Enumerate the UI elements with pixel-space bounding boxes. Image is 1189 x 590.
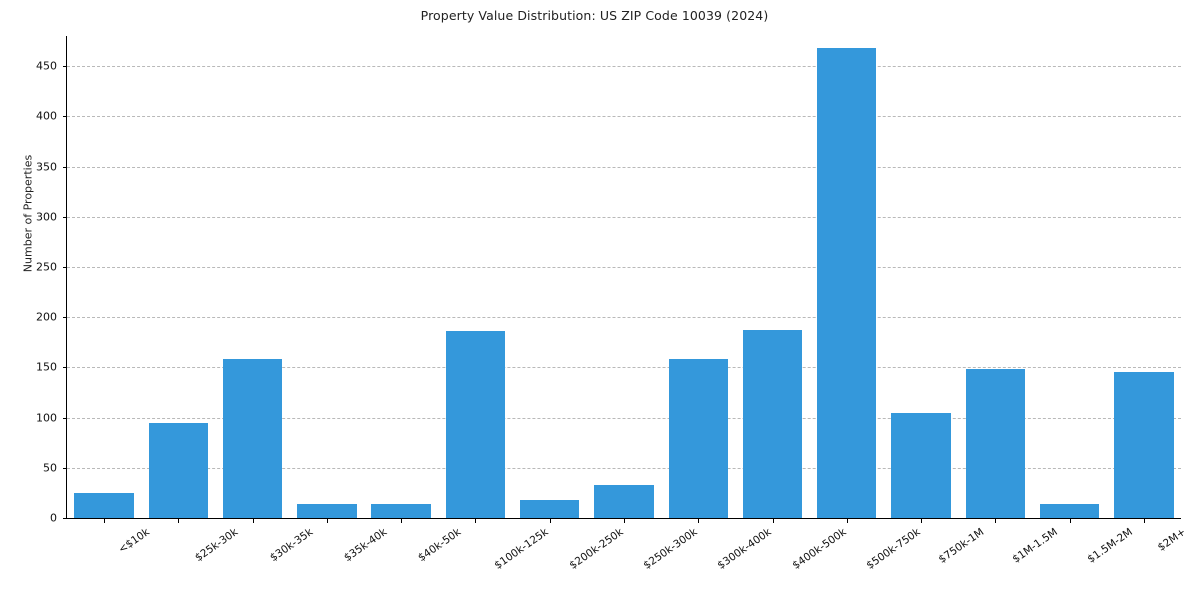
y-tick-mark [62, 367, 67, 369]
gridline [67, 216, 1181, 218]
x-tick-label: $750k-1M [936, 526, 987, 566]
bar[interactable] [297, 503, 357, 518]
y-tick-mark [62, 66, 67, 68]
x-tick-label: $25k-30k [193, 526, 241, 565]
y-tick-mark [62, 216, 67, 218]
x-tick-label: $2M+ [1155, 526, 1188, 554]
bar[interactable] [742, 330, 803, 518]
y-tick-label: 200 [36, 310, 57, 324]
gridline [67, 66, 1181, 68]
x-tick-label: $300k-400k [715, 526, 774, 572]
y-tick-label: 0 [50, 511, 57, 525]
x-tick-mark [1069, 518, 1071, 523]
y-tick-label: 300 [36, 210, 57, 224]
y-tick-mark [62, 518, 67, 519]
y-tick-mark [62, 116, 67, 118]
x-tick-label: $40k-50k [416, 526, 464, 565]
x-axis-line [66, 517, 1181, 519]
bar[interactable] [668, 359, 728, 518]
gridline [67, 166, 1181, 168]
x-tick-mark [772, 518, 774, 523]
y-tick-mark [62, 417, 67, 419]
bar[interactable] [148, 422, 209, 518]
bar[interactable] [445, 331, 506, 518]
y-tick-label: 350 [36, 160, 57, 174]
x-tick-label: $30k-35k [267, 526, 315, 565]
x-tick-label: $100k-125k [492, 526, 552, 572]
x-tick-label: $1M-1.5M [1010, 526, 1061, 566]
x-tick-mark [326, 518, 328, 523]
x-tick-label: $250k-300k [641, 526, 700, 572]
bar[interactable] [891, 412, 951, 518]
y-tick-label: 100 [36, 411, 57, 425]
gridline [67, 367, 1181, 369]
gridline [67, 417, 1181, 419]
bar[interactable] [520, 499, 580, 518]
x-tick-mark [178, 518, 180, 523]
x-tick-label: <$10k [116, 526, 152, 556]
x-tick-mark [104, 518, 106, 523]
x-tick-mark [252, 518, 254, 523]
x-tick-label: $400k-500k [789, 526, 849, 572]
bar[interactable] [1039, 503, 1100, 518]
y-tick-label: 150 [36, 360, 57, 374]
y-axis-line [66, 36, 68, 519]
bar[interactable] [1114, 372, 1174, 518]
x-tick-mark [921, 518, 923, 523]
x-tick-mark [624, 518, 625, 523]
bar[interactable] [965, 369, 1026, 518]
x-tick-label: $35k-40k [341, 526, 390, 565]
x-tick-label: $500k-750k [864, 526, 923, 572]
x-tick-label: $1.5M-2M [1084, 526, 1135, 566]
x-tick-mark [846, 518, 848, 523]
x-tick-mark [549, 518, 551, 523]
y-tick-mark [62, 166, 67, 168]
x-tick-mark [698, 518, 700, 523]
bar[interactable] [594, 484, 654, 518]
gridline [67, 467, 1181, 469]
x-tick-label: $200k-250k [567, 526, 626, 572]
bar[interactable] [371, 503, 431, 518]
plot-area: 0 50 100 150 200 250 300 350 400 450 <$10k $25k-30k… [36, 36, 1188, 572]
y-tick-mark [62, 467, 67, 469]
gridline [67, 266, 1181, 268]
bar[interactable] [74, 492, 134, 518]
y-tick-label: 450 [36, 59, 57, 73]
gridline [67, 317, 1181, 319]
x-tick-mark [401, 518, 403, 523]
y-tick-mark [62, 266, 67, 268]
gridline [67, 116, 1181, 118]
y-tick-label: 250 [36, 260, 57, 274]
y-tick-mark [62, 317, 67, 319]
x-tick-mark [995, 518, 997, 523]
bar[interactable] [817, 48, 877, 518]
x-tick-mark [1143, 518, 1145, 523]
y-tick-label: 50 [43, 461, 57, 475]
x-tick-mark [475, 518, 477, 523]
y-tick-label: 400 [36, 109, 57, 123]
bar[interactable] [222, 359, 283, 518]
chart-title: Property Value Distribution: US ZIP Code… [420, 8, 769, 23]
